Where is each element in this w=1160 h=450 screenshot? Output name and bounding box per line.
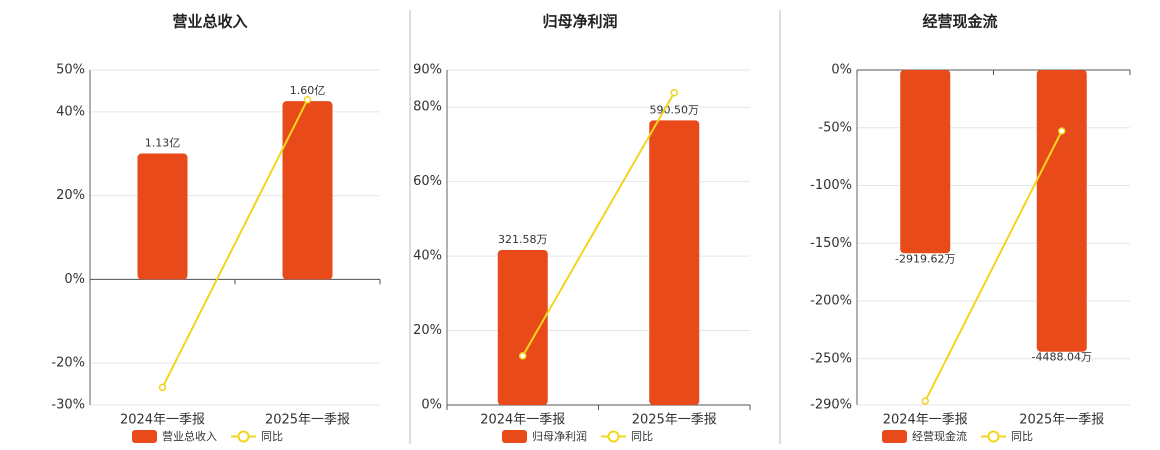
line [161, 99, 309, 388]
y-tick-label: -20% [51, 356, 85, 371]
x-tick-label: 2024年一季报 [120, 413, 205, 428]
line-point [519, 352, 527, 360]
bar [497, 249, 548, 405]
legend-label: 同比 [1011, 430, 1033, 443]
line-point [921, 397, 929, 405]
legend-label: 同比 [261, 430, 283, 443]
value-label: 321.58万 [498, 233, 548, 246]
chart-panel: 营业总收入 -30% -20% 0% 20% 40% 50% 2024年一季报 2025年一季报… [51, 13, 381, 443]
y-tick-label: 20% [413, 323, 442, 338]
legend-label: 归母净利润 [532, 429, 587, 443]
y-tick-label: -30% [51, 398, 85, 413]
x-tick-label: 2025年一季报 [265, 413, 350, 428]
bar [649, 120, 700, 405]
legend-swatch [987, 430, 1000, 443]
y-tick-label: 50% [56, 63, 85, 78]
bar [137, 153, 188, 280]
value-label: 1.60亿 [290, 84, 326, 97]
y-tick-label: 40% [56, 104, 85, 119]
value-label: -4488.04万 [1032, 351, 1092, 364]
y-tick-label: 80% [413, 100, 442, 115]
x-tick-label: 2025年一季报 [632, 413, 717, 428]
y-tick-label: 0% [421, 398, 442, 413]
value-label: 1.13亿 [145, 137, 181, 150]
y-tick-label: 90% [413, 63, 442, 78]
y-tick-label: -100% [810, 178, 852, 193]
line-point [1058, 127, 1066, 135]
legend-label: 营业总收入 [162, 429, 217, 443]
legend-swatch [132, 430, 157, 443]
y-tick-label: 0% [831, 63, 852, 78]
legend-swatch [502, 430, 527, 443]
bar [282, 101, 333, 280]
line-point [158, 383, 167, 392]
bar [900, 70, 951, 254]
chart-panel: 归母净利润 0% 20% 40% 60% 80% 90% 2024年一季报 2025年一季报 32… [413, 13, 751, 443]
y-tick-label: 60% [413, 174, 442, 189]
y-tick-label: -50% [818, 120, 852, 135]
y-tick-label: 0% [64, 272, 85, 287]
y-tick-label: -250% [810, 351, 852, 366]
y-tick-label: -290% [810, 398, 852, 413]
legend-swatch [607, 430, 620, 443]
line [924, 130, 1063, 402]
line [521, 92, 676, 357]
y-tick-label: -150% [810, 236, 852, 251]
y-tick-label: 40% [413, 249, 442, 264]
value-label: -2919.62万 [895, 252, 955, 265]
y-tick-label: -200% [810, 294, 852, 309]
legend-swatch [237, 430, 250, 443]
x-tick-label: 2024年一季报 [883, 413, 968, 428]
chart-title: 经营现金流 [922, 13, 997, 31]
line-point [303, 95, 312, 104]
legend-label: 同比 [631, 430, 653, 443]
chart-title: 归母净利润 [542, 13, 617, 31]
value-label: 590.50万 [650, 103, 700, 116]
chart-title: 营业总收入 [172, 13, 247, 31]
y-tick-label: 20% [56, 188, 85, 203]
legend-swatch [882, 430, 907, 443]
bar [1036, 70, 1087, 352]
line-point [670, 88, 678, 97]
x-tick-label: 2025年一季报 [1019, 413, 1104, 428]
x-tick-label: 2024年一季报 [480, 413, 565, 428]
chart-panel: 经营现金流 -290% -250% -200% -150% -100% -50% 0% 2024… [810, 13, 1131, 443]
legend-label: 经营现金流 [912, 429, 967, 443]
